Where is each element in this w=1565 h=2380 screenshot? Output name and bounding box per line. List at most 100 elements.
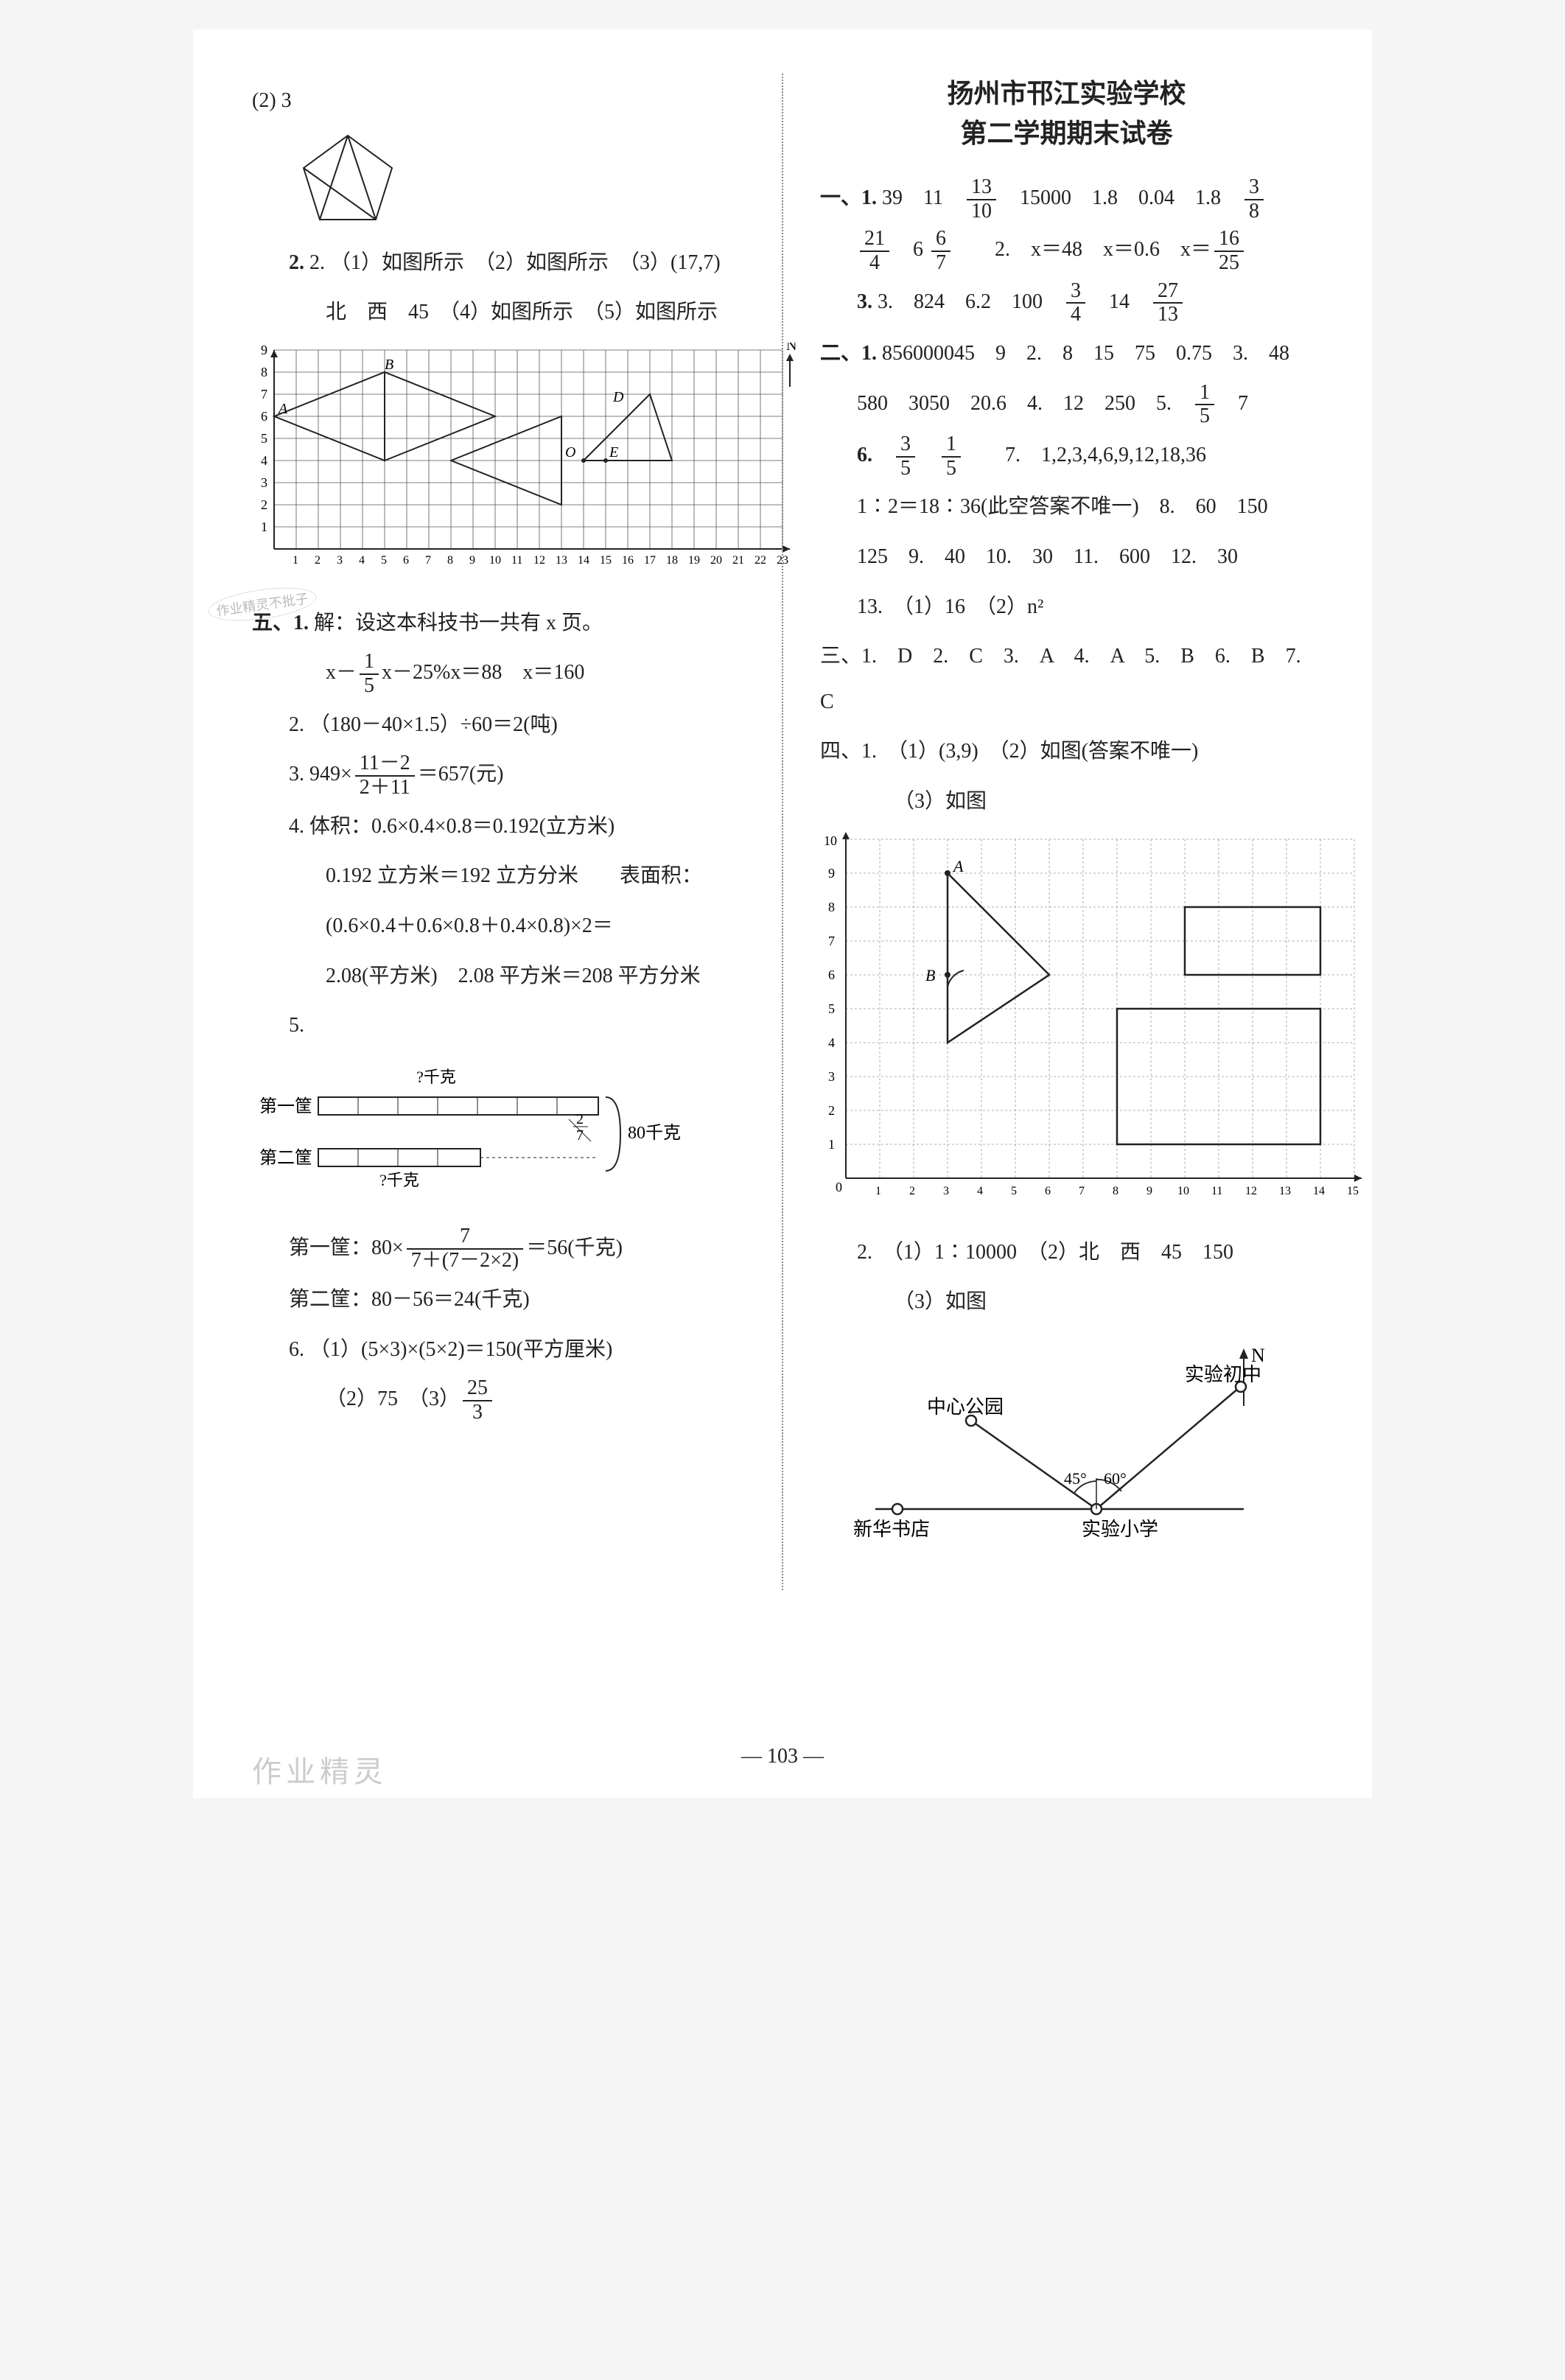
svg-text:10: 10 [489, 554, 501, 567]
t: 6 [892, 238, 928, 261]
svg-text:7: 7 [576, 1127, 584, 1144]
exam-title: 扬州市邗江实验学校 第二学期期末试卷 [820, 74, 1313, 153]
svg-text:11: 11 [1211, 1185, 1222, 1197]
two-column-layout: (2) 3 2. 2. （1）如图所示 （2）如图所示 （3）(17,7) 北 … [252, 74, 1313, 1590]
t: ＝657(元) [418, 763, 504, 785]
item-5-4a: 4. 体积：0.6×0.4×0.8＝0.192(立方米) [252, 804, 745, 850]
frac-3-4: 34 [1066, 280, 1085, 327]
svg-text:E: E [609, 444, 618, 461]
t: 6. [857, 444, 893, 466]
t: （2）75 （3） [326, 1387, 460, 1410]
svg-text:新华书店: 新华书店 [853, 1519, 930, 1540]
svg-text:6: 6 [261, 409, 267, 424]
frac-25-3: 253 [463, 1377, 492, 1424]
eq-suffix: x－25%x＝88 x＝160 [382, 661, 584, 684]
svg-text:?千克: ?千克 [416, 1068, 456, 1086]
svg-text:80千克: 80千克 [628, 1123, 681, 1143]
s4-2b: （3）如图 [820, 1279, 1313, 1325]
svg-text:7: 7 [261, 387, 267, 402]
svg-text:3: 3 [828, 1069, 835, 1084]
t: 2. x＝48 x＝0.6 x＝ [953, 238, 1211, 261]
svg-text:9: 9 [1146, 1185, 1152, 1197]
s2-line5: 125 9. 40 10. 30 11. 600 12. 30 [820, 534, 1313, 580]
svg-text:D: D [612, 389, 624, 405]
left-column: (2) 3 2. 2. （1）如图所示 （2）如图所示 （3）(17,7) 北 … [252, 74, 745, 1590]
item-5-4c: (0.6×0.4＋0.6×0.8＋0.4×0.8)×2＝ [252, 903, 745, 949]
svg-text:5: 5 [828, 1001, 835, 1016]
svg-text:7: 7 [1079, 1185, 1085, 1197]
t: 856000045 9 2. 8 15 75 0.75 3. 48 [882, 342, 1289, 365]
svg-text:0: 0 [836, 1180, 842, 1194]
svg-text:A: A [277, 401, 288, 417]
svg-text:4: 4 [977, 1185, 983, 1197]
item-5-6b: （2）75 （3）253 [252, 1376, 745, 1424]
svg-text:第一筐: 第一筐 [259, 1096, 312, 1116]
frac-3-5: 35 [896, 433, 915, 480]
svg-text:中心公园: 中心公园 [927, 1396, 1004, 1418]
s4-2: 2. （1）1∶10000 （2）北 西 45 150 [820, 1230, 1313, 1275]
s2-line1: 二、1. 856000045 9 2. 8 15 75 0.75 3. 48 [820, 331, 1313, 377]
svg-text:13: 13 [556, 554, 567, 567]
item-5-2: 2. （180－40×1.5）÷60＝2(吨) [252, 702, 745, 748]
svg-text:13: 13 [1279, 1185, 1291, 1197]
svg-text:7: 7 [828, 934, 835, 948]
svg-text:9: 9 [261, 343, 267, 357]
s1-line2: 214 6 67 2. x＝48 x＝0.6 x＝1625 [820, 227, 1313, 274]
s1-line3: 3. 3. 824 6.2 100 34 14 2713 [820, 279, 1313, 326]
svg-text:22: 22 [755, 554, 766, 567]
north-label: N [786, 343, 796, 354]
svg-text:6: 6 [403, 554, 409, 567]
item-5-5-label: 5. [252, 1003, 745, 1049]
svg-text:第二筐: 第二筐 [259, 1148, 312, 1168]
svg-text:O: O [565, 444, 575, 461]
t: 39 11 [882, 186, 964, 209]
t: ＝56(千克) [526, 1236, 623, 1259]
svg-text:6: 6 [1045, 1185, 1051, 1197]
s2-line3: 6. 35 15 7. 1,2,3,4,6,9,12,18,36 [820, 433, 1313, 480]
title-line-1: 扬州市邗江实验学校 [820, 74, 1313, 113]
svg-text:19: 19 [688, 554, 700, 567]
svg-text:9: 9 [469, 554, 475, 567]
frac-3-8: 38 [1244, 176, 1264, 223]
t: 7. 1,2,3,4,6,9,12,18,36 [964, 444, 1206, 466]
item-5-5-eq1: 第一筐：80×77＋(7－2×2)＝56(千克) [252, 1225, 745, 1273]
frac-21-4: 214 [860, 228, 889, 275]
svg-text:45°: 45° [1064, 1469, 1087, 1488]
item-5-6a: 6. （1）(5×3)×(5×2)＝150(平方厘米) [252, 1327, 745, 1373]
svg-text:10: 10 [1177, 1185, 1189, 1197]
bar-diagram: ?千克 第一筐 第二筐 ?千克 2 7 80千克 [252, 1068, 724, 1200]
coordinate-grid-1: N 123456789 1234567891011121314151617181… [252, 343, 797, 586]
q2-line2: 北 西 45 （4）如图所示 （5）如图所示 [252, 290, 745, 335]
svg-text:9: 9 [828, 866, 835, 881]
svg-text:10: 10 [824, 833, 837, 848]
s2-13: 13. （1）16 （2）n² [820, 584, 1313, 630]
frac-13-10: 1310 [967, 176, 996, 223]
item-5-4b: 0.192 立方米＝192 立方分米 表面积： [252, 853, 745, 899]
svg-text:2: 2 [828, 1103, 835, 1118]
eq-5-1: x－15x－25%x＝88 x＝160 [252, 650, 745, 697]
svg-text:17: 17 [644, 554, 656, 567]
svg-text:1: 1 [875, 1185, 881, 1197]
svg-text:7: 7 [425, 554, 431, 567]
svg-text:60°: 60° [1104, 1469, 1127, 1488]
svg-text:4: 4 [359, 554, 365, 567]
svg-text:8: 8 [261, 365, 267, 379]
svg-text:实验小学: 实验小学 [1082, 1519, 1158, 1540]
svg-text:3: 3 [943, 1185, 949, 1197]
watermark: 作业精灵 [252, 1748, 388, 1791]
svg-text:20: 20 [710, 554, 722, 567]
svg-text:12: 12 [1245, 1185, 1257, 1197]
t: 3. 949× [289, 763, 352, 785]
svg-text:16: 16 [622, 554, 634, 567]
svg-text:?千克: ?千克 [379, 1171, 419, 1189]
q2-text1: 2. （1）如图所示 （2）如图所示 （3）(17,7) [309, 251, 721, 274]
title-line-2: 第二学期期末试卷 [820, 113, 1313, 153]
frac-1-5: 15 [360, 651, 379, 698]
t: 7 [1217, 392, 1248, 415]
svg-text:1: 1 [261, 519, 267, 534]
item-5-5-eq2: 第二筐：80－56＝24(千克) [252, 1277, 745, 1323]
s4-1b: （3）如图 [820, 779, 1313, 825]
t: 580 3050 20.6 4. 12 250 5. [857, 392, 1192, 415]
coordinate-grid-2: 12345678910 0 123456789101112131415 A B [820, 832, 1365, 1215]
svg-text:18: 18 [666, 554, 678, 567]
